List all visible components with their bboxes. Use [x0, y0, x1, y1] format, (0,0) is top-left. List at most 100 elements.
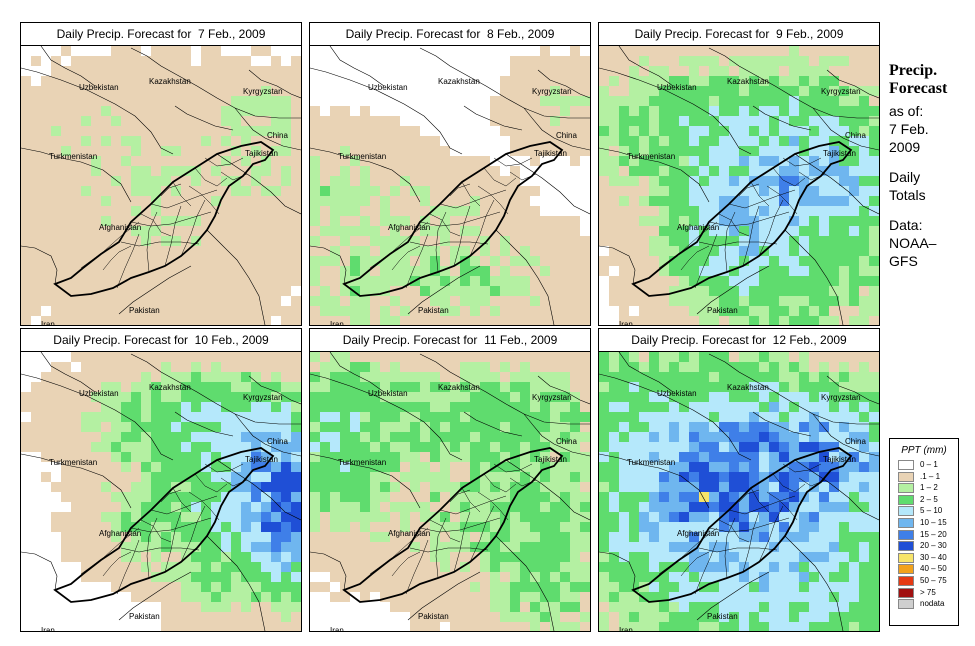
precip-cell — [699, 392, 709, 402]
province-line — [150, 495, 218, 515]
precip-cell — [669, 552, 679, 562]
precip-cell — [310, 226, 320, 236]
precip-cell — [619, 286, 629, 296]
precip-cell — [639, 392, 649, 402]
precip-cell — [829, 146, 839, 156]
precip-cell — [121, 472, 131, 482]
province-line — [493, 463, 533, 473]
precip-cell — [560, 562, 570, 572]
precip-cell — [779, 276, 789, 286]
precip-cell — [221, 96, 231, 106]
precip-cell — [81, 166, 91, 176]
precip-cell — [370, 276, 380, 286]
precip-cell — [809, 552, 819, 562]
precip-cell — [739, 472, 749, 482]
precip-cell — [51, 86, 61, 96]
precip-cell — [809, 276, 819, 286]
precip-cell — [201, 432, 211, 442]
precip-cell — [291, 166, 301, 176]
precip-cell — [819, 432, 829, 442]
precip-cell — [570, 492, 580, 502]
precip-cell — [291, 226, 301, 236]
precip-cell — [420, 582, 430, 592]
precip-cell — [560, 502, 570, 512]
country-borders — [599, 46, 879, 325]
precip-cell — [530, 552, 540, 562]
precip-cell — [729, 236, 739, 246]
precip-cell — [181, 56, 191, 66]
precip-cell — [291, 502, 301, 512]
precip-cell — [859, 582, 869, 592]
precip-cell — [51, 256, 61, 266]
precip-cell — [350, 472, 360, 482]
precip-cell — [709, 392, 719, 402]
precip-cell — [629, 166, 639, 176]
precip-cell — [370, 166, 380, 176]
border-line — [234, 413, 301, 457]
precip-cell — [759, 296, 769, 306]
precip-cell — [340, 236, 350, 246]
precip-cell — [490, 422, 500, 432]
precip-cell — [839, 542, 849, 552]
precip-cell — [789, 442, 799, 452]
precip-cell — [191, 472, 201, 482]
precip-cell — [330, 226, 340, 236]
precip-cell — [580, 56, 590, 66]
precip-cell — [739, 76, 749, 86]
precip-cell — [689, 472, 699, 482]
precip-cell — [241, 512, 251, 522]
precip-cell — [251, 612, 261, 622]
precip-cell — [141, 442, 151, 452]
precip-cell — [719, 176, 729, 186]
precip-cell — [81, 136, 91, 146]
precip-cell — [639, 156, 649, 166]
precip-cell — [320, 246, 330, 256]
precip-cell — [769, 106, 779, 116]
precip-cell — [639, 462, 649, 472]
precip-cell — [500, 542, 510, 552]
legend-label: 0 – 1 — [920, 460, 938, 469]
precip-cell — [729, 432, 739, 442]
precip-cell — [599, 216, 609, 226]
precip-cell — [530, 542, 540, 552]
precip-cell — [71, 392, 81, 402]
precip-cell — [420, 256, 430, 266]
precip-cell — [430, 216, 440, 226]
precip-cell — [101, 96, 111, 106]
precip-cell — [629, 552, 639, 562]
precip-cell — [829, 176, 839, 186]
precip-cell — [291, 116, 301, 126]
precip-cell — [201, 186, 211, 196]
precip-cell — [819, 256, 829, 266]
precip-cell — [131, 562, 141, 572]
precip-cell — [330, 256, 340, 266]
border-line — [826, 69, 879, 99]
precip-cell — [291, 482, 301, 492]
map-canvas: UzbekistanKazakhstanKyrgyzstanChinaTurkm… — [599, 46, 879, 325]
precip-cell — [320, 502, 330, 512]
precip-cell — [131, 452, 141, 462]
precip-cell — [570, 462, 580, 472]
precip-cell — [550, 452, 560, 462]
precip-cell — [380, 156, 390, 166]
precip-cell — [619, 206, 629, 216]
precip-cell — [261, 266, 271, 276]
precip-cell — [709, 46, 719, 56]
precip-cell — [520, 512, 530, 522]
precip-cell — [241, 266, 251, 276]
precip-cell — [281, 352, 291, 362]
precip-cell — [151, 392, 161, 402]
precip-cell — [181, 612, 191, 622]
precip-cell — [719, 86, 729, 96]
precip-cell — [131, 126, 141, 136]
precip-cell — [121, 216, 131, 226]
precip-cell — [739, 352, 749, 362]
precip-cell — [689, 276, 699, 286]
place-label-pakistan: Pakistan — [129, 612, 160, 621]
precip-cell — [360, 522, 370, 532]
precip-cell — [859, 482, 869, 492]
precip-cell — [659, 492, 669, 502]
precip-cell — [829, 266, 839, 276]
precip-cell — [739, 532, 749, 542]
precip-cell — [111, 186, 121, 196]
